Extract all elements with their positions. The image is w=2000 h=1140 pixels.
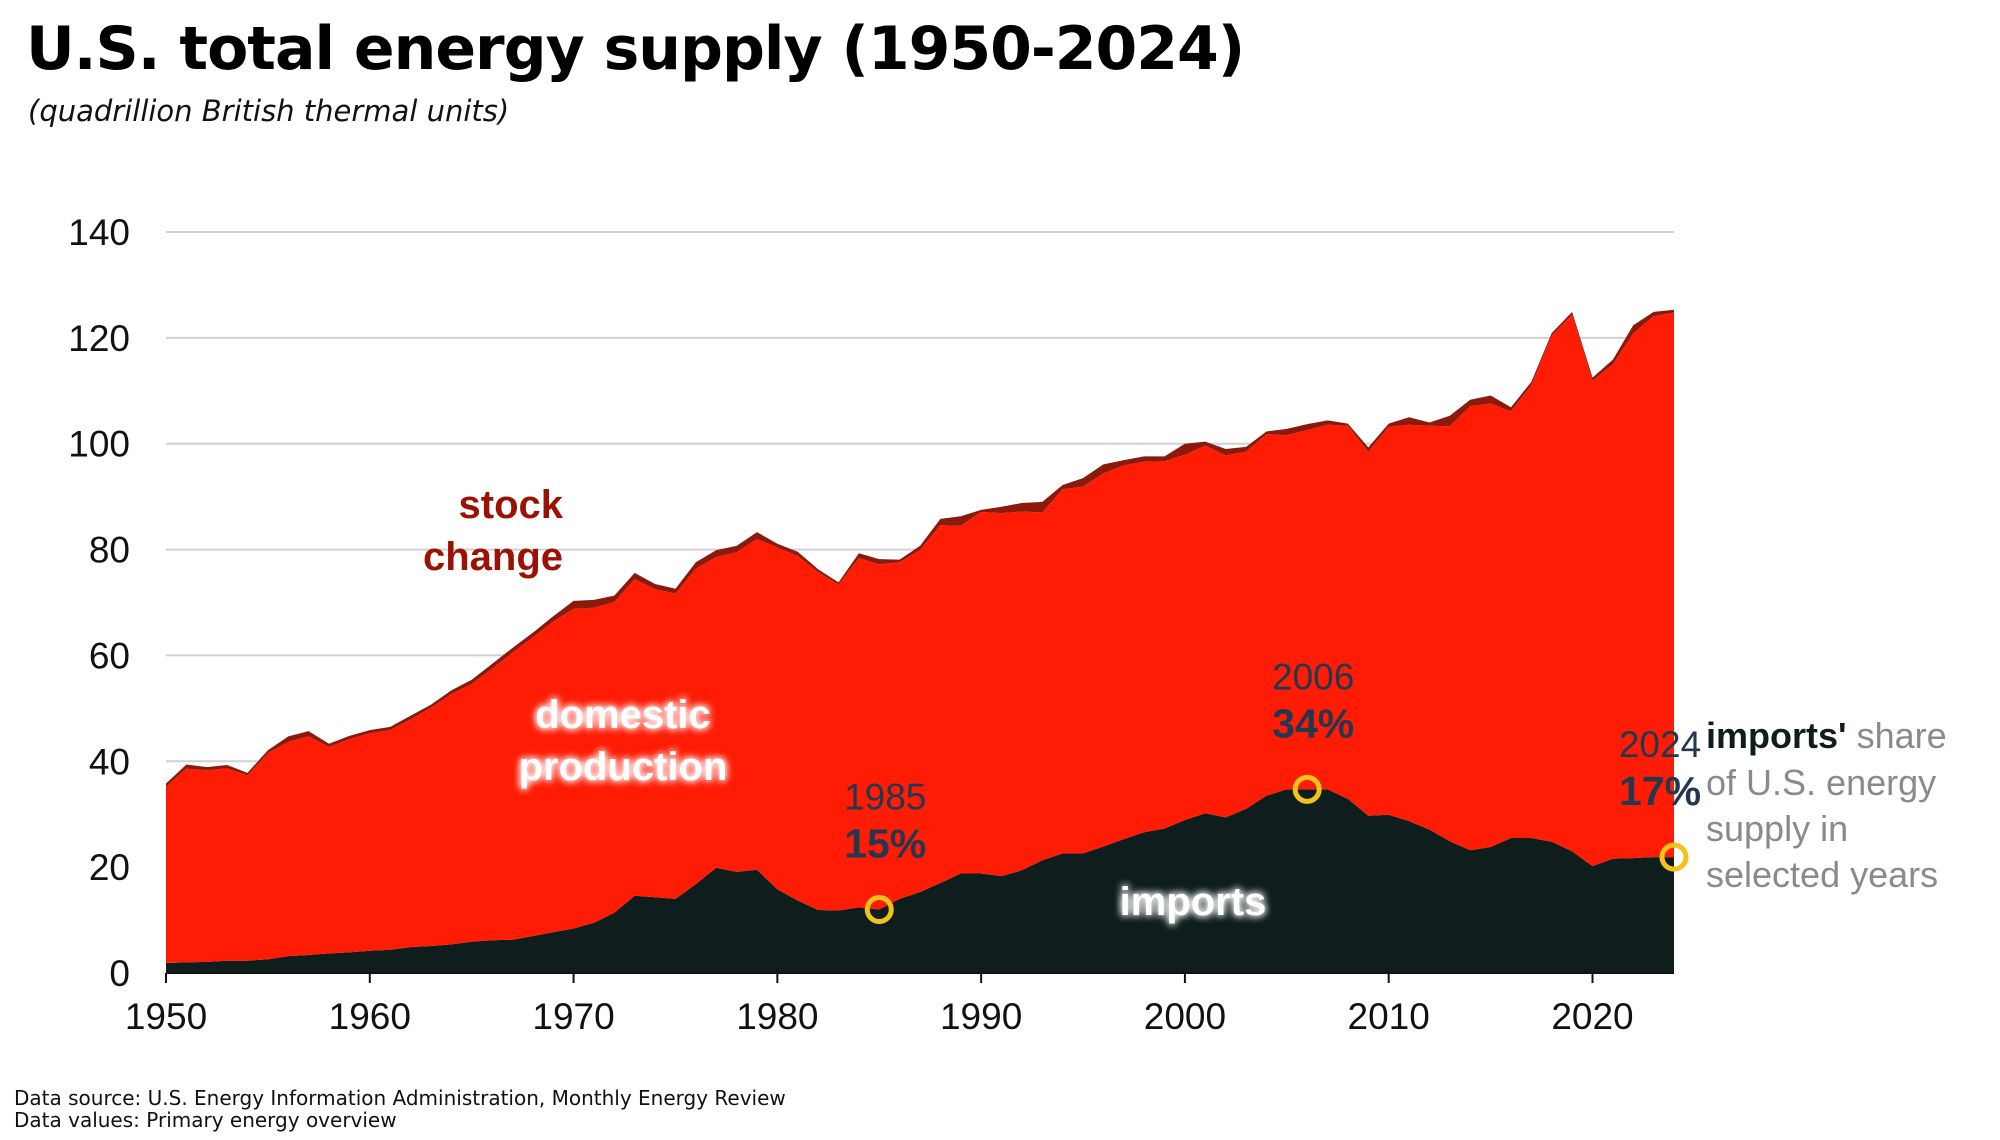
series-label-line: imports xyxy=(1120,880,1267,924)
x-tick-label: 1950 xyxy=(125,996,207,1037)
side-note-line: supply in xyxy=(1706,808,1848,849)
y-tick-label: 60 xyxy=(89,635,130,676)
area-stock-change xyxy=(166,309,1674,787)
callout-year: 2024 xyxy=(1619,724,1701,765)
callout-share: 15% xyxy=(844,820,926,866)
x-tick-label: 2000 xyxy=(1144,996,1226,1037)
data-values-note: Data values: Primary energy overview xyxy=(14,1108,397,1132)
y-tick-label: 20 xyxy=(89,847,130,888)
area-imports xyxy=(166,789,1674,973)
callout-year: 2006 xyxy=(1272,656,1354,697)
side-note-bold: imports' xyxy=(1706,715,1847,756)
callout-marker xyxy=(1659,842,1689,872)
side-note-heading: imports' share xyxy=(1706,715,1947,756)
x-tick-label: 1960 xyxy=(329,996,411,1037)
series-label-line: production xyxy=(519,745,728,789)
side-note-line: selected years xyxy=(1706,854,1938,895)
callout-marker xyxy=(864,894,894,924)
y-tick-label: 100 xyxy=(68,424,130,465)
y-tick-label: 140 xyxy=(68,212,130,253)
chart-subtitle: (quadrillion British thermal units) xyxy=(28,94,510,128)
side-note: imports' share of U.S. energy supply in sel… xyxy=(1706,715,1947,895)
y-tick-label: 40 xyxy=(89,741,130,782)
x-tick-label: 1980 xyxy=(736,996,818,1037)
series-label-line: domestic xyxy=(535,693,711,737)
axes: 0 20 40 60 80 100 120 140 1950 1960 1970 1980 1990 20… xyxy=(68,212,1674,1037)
series-labels: imports domestic production stock change xyxy=(423,483,1266,924)
side-note-line: of U.S. energy xyxy=(1706,762,1936,803)
series-label-domestic-production: domestic production xyxy=(519,693,728,789)
x-tick-label: 1990 xyxy=(940,996,1022,1037)
area-domestic-production xyxy=(166,312,1674,963)
x-tick-label: 2020 xyxy=(1551,996,1633,1037)
chart-title: U.S. total energy supply (1950-2024) xyxy=(26,14,1245,84)
callout-share: 34% xyxy=(1272,700,1354,746)
series-label-line: change xyxy=(423,535,563,579)
y-tick-label: 0 xyxy=(109,953,130,994)
data-source-note: Data source: U.S. Energy Information Adm… xyxy=(14,1086,786,1110)
series-label-stock-change: stock change xyxy=(423,483,564,579)
callout-marker xyxy=(1292,774,1322,804)
y-tick-label: 80 xyxy=(89,530,130,571)
x-tick-label: 2010 xyxy=(1348,996,1430,1037)
side-note-rest: share xyxy=(1847,715,1947,756)
x-tick-label: 1970 xyxy=(532,996,614,1037)
area-series xyxy=(166,309,1674,973)
callout-year: 1985 xyxy=(844,776,926,817)
callout-share: 17% xyxy=(1619,768,1701,814)
y-tick-label: 120 xyxy=(68,318,130,359)
series-label-line: stock xyxy=(459,483,564,527)
series-label-imports: imports xyxy=(1120,880,1267,924)
